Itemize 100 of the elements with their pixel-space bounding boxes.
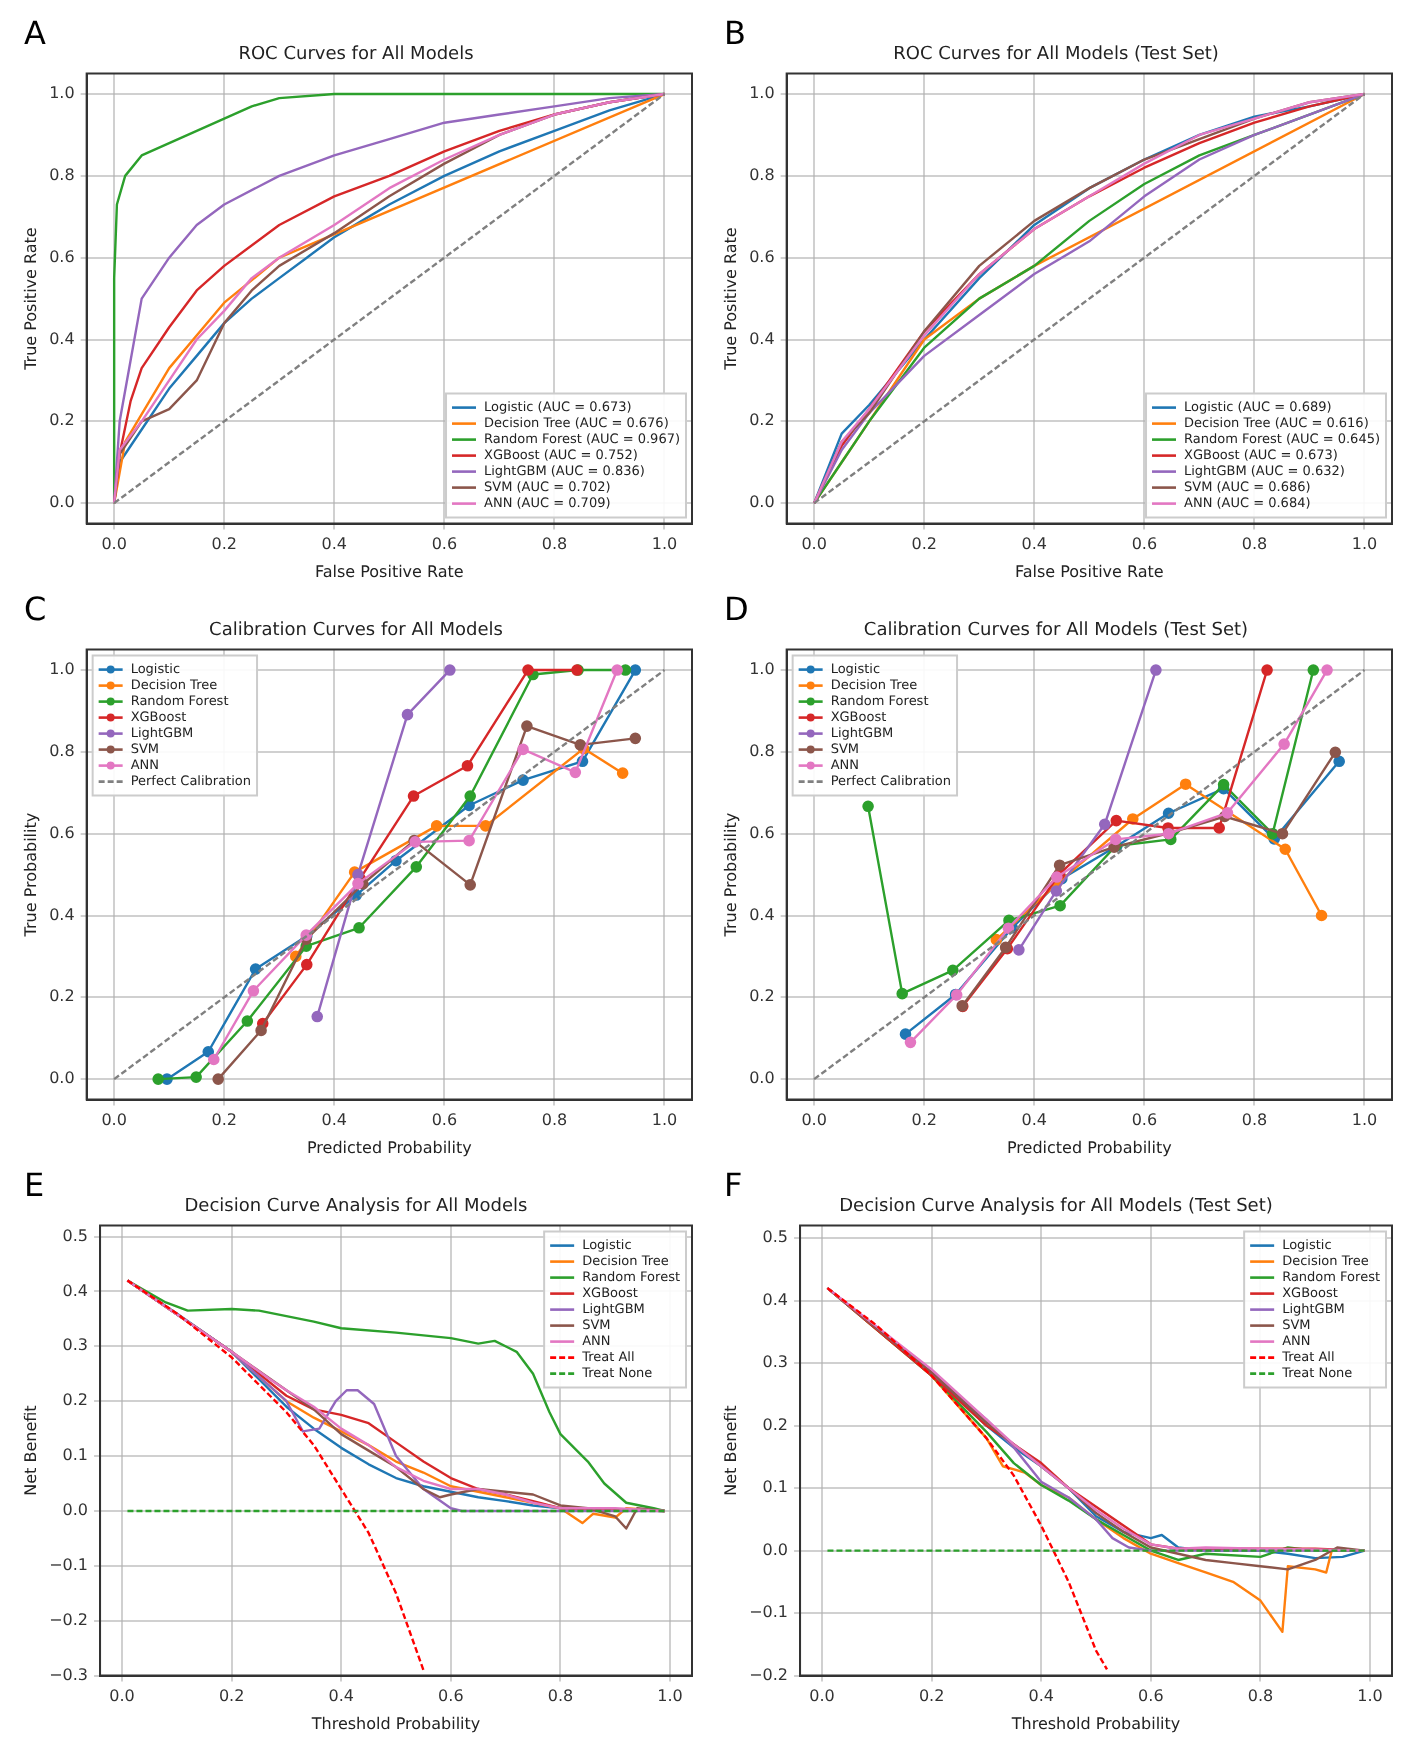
y-tick-label: 0.4 bbox=[49, 329, 75, 348]
y-tick-label: 0.0 bbox=[62, 1501, 89, 1520]
chart-title: ROC Curves for All Models bbox=[238, 45, 475, 66]
x-tick-label: 0.8 bbox=[1241, 1111, 1268, 1130]
y-tick-label: 0.0 bbox=[49, 493, 75, 512]
x-tick-label: 0.0 bbox=[801, 1111, 827, 1130]
y-tick-label: 1.0 bbox=[49, 660, 75, 679]
y-tick-label: 0.0 bbox=[749, 493, 775, 512]
x-tick-label: 0.8 bbox=[1247, 1687, 1274, 1706]
text: C bbox=[24, 590, 47, 629]
x-tick-label: 0.2 bbox=[911, 1111, 937, 1130]
x-tick-label: 0.2 bbox=[211, 1111, 237, 1130]
chart-title: Calibration Curves for All Models bbox=[209, 621, 504, 642]
y-tick-label: 0.4 bbox=[762, 1290, 789, 1309]
text: A bbox=[24, 14, 46, 53]
x-tick-label: 0.2 bbox=[911, 535, 937, 554]
y-axis-title: Net Benefit bbox=[721, 1405, 740, 1496]
x-tick-label: 0.2 bbox=[218, 1687, 245, 1706]
y-axis-title: True Probability bbox=[721, 812, 740, 939]
x-tick-label: 0.4 bbox=[1021, 535, 1048, 554]
y-tick-label: 0.2 bbox=[749, 987, 775, 1006]
y-tick-label: 0.2 bbox=[49, 987, 75, 1006]
y-tick-label: −0.1 bbox=[49, 1556, 89, 1574]
y-tick-label: 0.8 bbox=[749, 166, 775, 185]
y-tick-label: 0.0 bbox=[749, 1069, 775, 1088]
y-tick-label: −0.1 bbox=[749, 1603, 789, 1622]
x-tick-label: 0.0 bbox=[809, 1687, 835, 1706]
y-axis-title: True Positive Rate bbox=[721, 227, 740, 372]
y-axis-title: True Positive Rate bbox=[21, 227, 40, 372]
x-tick-label: 0.6 bbox=[1138, 1687, 1164, 1706]
x-tick-label: 0.0 bbox=[109, 1687, 135, 1706]
y-tick-label: 0.2 bbox=[49, 411, 75, 430]
y-tick-label: 0.6 bbox=[49, 823, 75, 842]
y-tick-label: 1.0 bbox=[749, 660, 775, 679]
y-tick-label: 0.4 bbox=[62, 1281, 89, 1300]
x-tick-label: 0.2 bbox=[211, 535, 237, 554]
y-tick-label: 1.0 bbox=[49, 84, 75, 103]
y-tick-label: 0.6 bbox=[749, 823, 775, 842]
x-tick-label: 0.6 bbox=[438, 1687, 464, 1706]
y-tick-label: 0.0 bbox=[49, 1069, 75, 1088]
x-tick-label: 0.8 bbox=[541, 535, 568, 554]
x-axis-title: False Positive Rate bbox=[314, 562, 464, 581]
x-tick-label: 1.0 bbox=[651, 1111, 678, 1130]
y-tick-label: 0.0 bbox=[762, 1540, 789, 1559]
x-tick-label: 1.0 bbox=[651, 535, 678, 554]
x-tick-label: 0.4 bbox=[321, 1111, 348, 1130]
x-tick-label: 0.4 bbox=[328, 1687, 354, 1706]
y-tick-label: 0.8 bbox=[49, 742, 75, 761]
y-tick-label: 0.1 bbox=[62, 1446, 89, 1465]
x-tick-label: 1.0 bbox=[1357, 1687, 1383, 1706]
y-tick-label: 0.3 bbox=[62, 1336, 89, 1355]
y-tick-label: 0.4 bbox=[749, 329, 775, 348]
text: B bbox=[724, 14, 746, 53]
x-tick-label: 0.0 bbox=[101, 535, 127, 554]
x-axis-title: False Positive Rate bbox=[1014, 562, 1164, 581]
x-tick-label: 1.0 bbox=[1351, 1111, 1378, 1130]
y-tick-label: 0.6 bbox=[49, 247, 75, 266]
text: E bbox=[24, 1166, 45, 1205]
x-axis-title: Predicted Probability bbox=[1006, 1138, 1173, 1157]
y-tick-label: 1.0 bbox=[749, 84, 775, 103]
x-tick-label: 0.6 bbox=[1131, 1111, 1158, 1130]
y-tick-label: 0.8 bbox=[49, 166, 75, 185]
x-tick-label: 0.6 bbox=[1131, 535, 1158, 554]
y-axis-title: Net Benefit bbox=[21, 1405, 40, 1496]
x-tick-label: 0.8 bbox=[547, 1687, 574, 1706]
y-tick-label: 0.5 bbox=[762, 1228, 789, 1247]
chart-title: Decision Curve Analysis for All Models (Test Set) bbox=[839, 1197, 1273, 1218]
x-axis-title: Threshold Probability bbox=[1009, 1714, 1181, 1733]
y-tick-label: 0.2 bbox=[749, 411, 775, 430]
chart-title: Decision Curve Analysis for All Models bbox=[184, 1197, 529, 1218]
x-tick-label: 0.6 bbox=[431, 535, 458, 554]
x-tick-label: 0.2 bbox=[918, 1687, 945, 1706]
text: D bbox=[724, 590, 749, 629]
x-tick-label: 0.0 bbox=[101, 1111, 127, 1130]
y-tick-label: 0.2 bbox=[762, 1415, 789, 1434]
text: F bbox=[724, 1166, 743, 1205]
x-tick-label: 0.8 bbox=[541, 1111, 568, 1130]
y-tick-label: 0.4 bbox=[749, 905, 775, 924]
chart-title: Calibration Curves for All Models (Test Set) bbox=[863, 621, 1249, 642]
x-tick-label: 0.8 bbox=[1241, 535, 1268, 554]
y-tick-label: −0.2 bbox=[49, 1610, 89, 1629]
y-tick-label: 0.3 bbox=[762, 1353, 789, 1372]
x-tick-label: 0.4 bbox=[321, 535, 348, 554]
y-tick-label: −0.3 bbox=[49, 1665, 89, 1684]
x-tick-label: 0.0 bbox=[801, 535, 827, 554]
y-tick-label: 0.4 bbox=[49, 905, 75, 924]
y-axis-title: True Probability bbox=[21, 812, 40, 939]
y-tick-label: 0.6 bbox=[749, 247, 775, 266]
y-tick-label: 0.1 bbox=[762, 1478, 789, 1497]
x-tick-label: 1.0 bbox=[657, 1687, 683, 1706]
x-tick-label: 0.4 bbox=[1021, 1111, 1048, 1130]
x-tick-label: 0.6 bbox=[431, 1111, 458, 1130]
y-tick-label: 0.5 bbox=[62, 1226, 89, 1245]
y-tick-label: 0.2 bbox=[62, 1391, 89, 1410]
x-tick-label: 0.4 bbox=[1028, 1687, 1054, 1706]
x-axis-title: Predicted Probability bbox=[306, 1138, 473, 1157]
x-axis-title: Threshold Probability bbox=[309, 1714, 481, 1733]
y-tick-label: −0.2 bbox=[749, 1665, 789, 1684]
chart-title: ROC Curves for All Models (Test Set) bbox=[893, 45, 1219, 66]
y-tick-label: 0.8 bbox=[749, 742, 775, 761]
